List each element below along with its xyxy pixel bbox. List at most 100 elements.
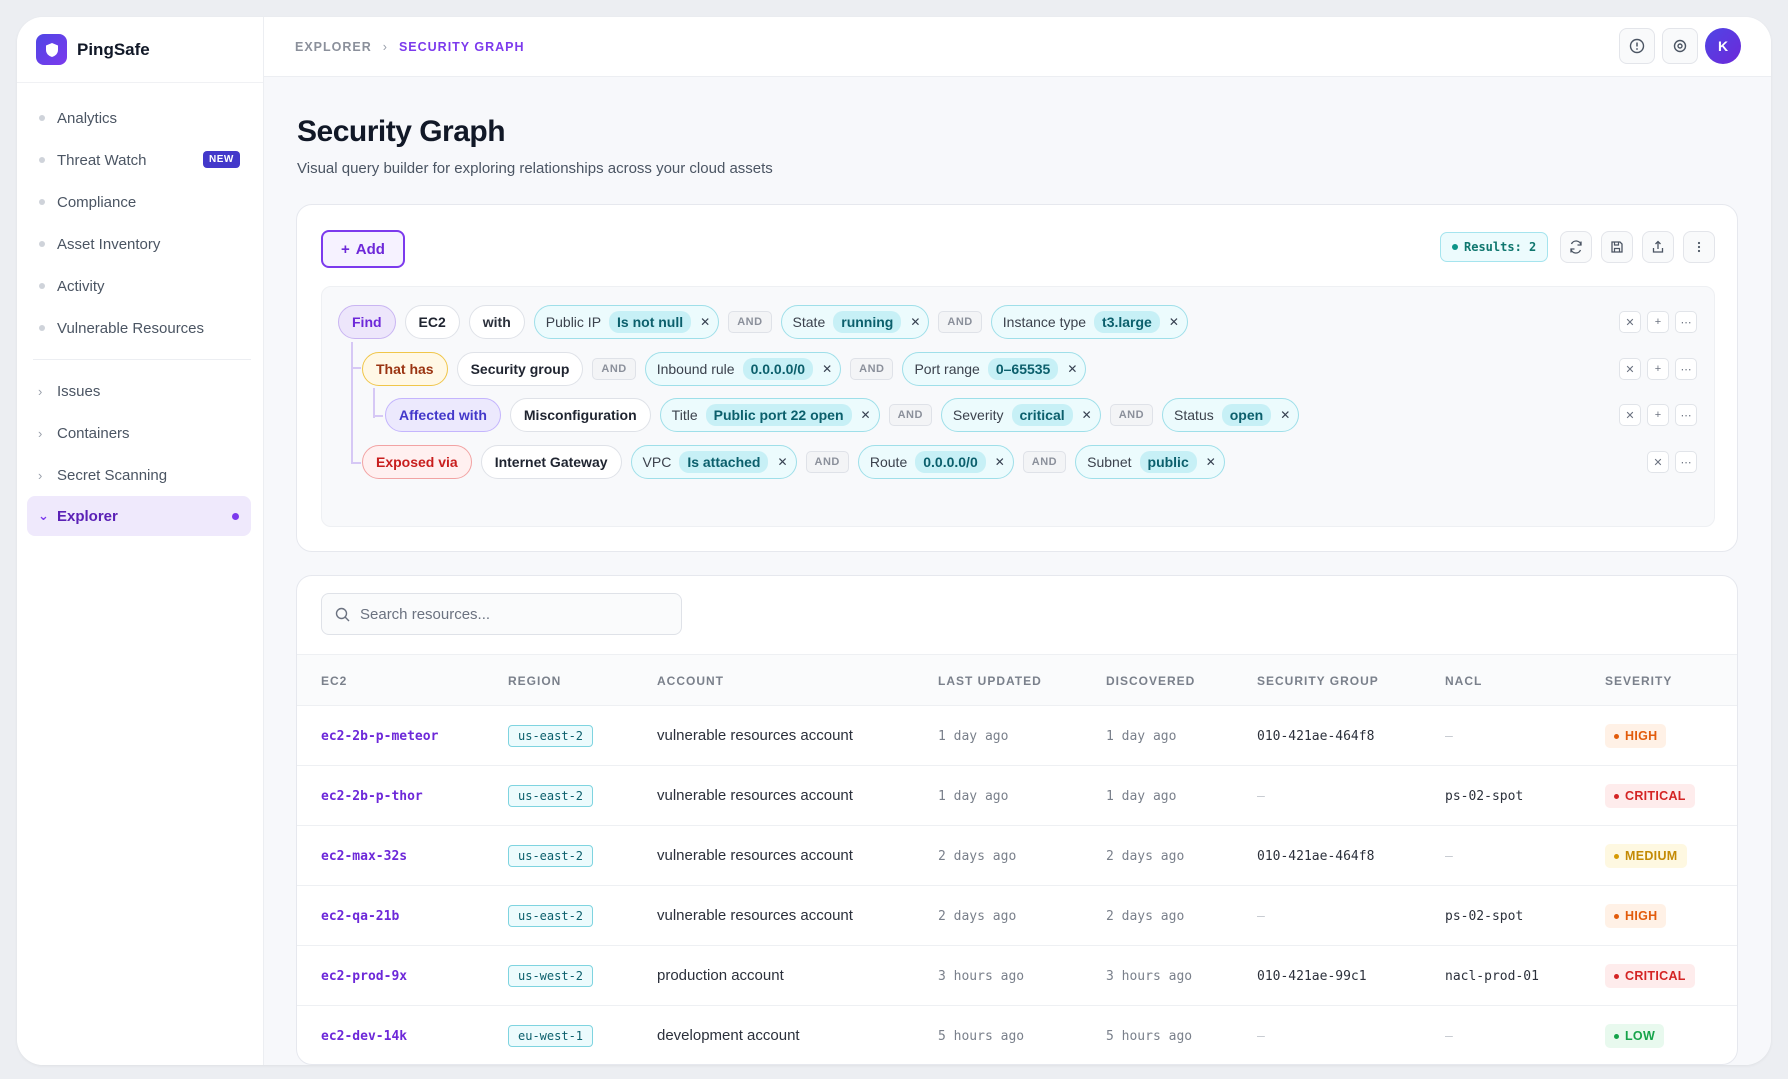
account-cell: development account — [657, 1027, 800, 1044]
sidebar-group-issues[interactable]: › Issues — [17, 370, 263, 412]
condition-chip[interactable]: VPC Is attached ✕ — [630, 445, 797, 479]
alert-button[interactable] — [1619, 28, 1655, 64]
column-header[interactable]: REGION — [508, 674, 562, 688]
close-icon[interactable]: ✕ — [1168, 315, 1179, 329]
row-more-button[interactable]: ⋯ — [1675, 358, 1697, 380]
condition-chip[interactable]: Route 0.0.0.0/0 ✕ — [857, 445, 1014, 479]
condition-chip[interactable]: Inbound rule 0.0.0.0/0 ✕ — [644, 352, 842, 386]
sidebar-item-asset-inventory[interactable]: Asset Inventory — [17, 223, 263, 265]
export-button[interactable] — [1642, 231, 1674, 263]
region-tag: us-east-2 — [508, 785, 594, 807]
relation-affected-with[interactable]: Affected with — [385, 398, 501, 432]
sidebar-group-explorer[interactable]: ⌄ Explorer — [27, 496, 251, 536]
relation-find[interactable]: Find — [338, 305, 396, 339]
and-operator[interactable]: AND — [850, 358, 894, 380]
sidebar-item-compliance[interactable]: Compliance — [17, 181, 263, 223]
entity-selector[interactable]: Misconfiguration — [509, 398, 651, 432]
resource-link[interactable]: ec2-2b-p-thor — [321, 789, 423, 804]
table-row[interactable]: ec2-2b-p-meteor us-east-2 vulnerable resou… — [297, 706, 1737, 766]
close-icon[interactable]: ✕ — [1205, 455, 1216, 469]
column-header[interactable]: NACL — [1445, 674, 1483, 688]
close-icon[interactable]: ✕ — [822, 362, 833, 376]
condition-chip[interactable]: Subnet public ✕ — [1075, 445, 1225, 479]
condition-chip[interactable]: Instance type t3.large ✕ — [990, 305, 1188, 339]
remove-row-button[interactable]: ✕ — [1619, 404, 1641, 426]
save-button[interactable] — [1601, 231, 1633, 263]
resource-link[interactable]: ec2-2b-p-meteor — [321, 729, 439, 744]
add-row-button[interactable]: + — [1647, 404, 1669, 426]
close-icon[interactable]: ✕ — [860, 408, 871, 422]
and-operator[interactable]: AND — [1022, 451, 1067, 473]
relation-that-has[interactable]: That has — [362, 352, 448, 386]
entity-selector[interactable]: Security group — [456, 352, 584, 386]
column-header[interactable]: EC2 — [321, 674, 348, 688]
table-row[interactable]: ec2-dev-14k eu-west-1 development account 5… — [297, 1006, 1737, 1064]
sidebar-item-activity[interactable]: Activity — [17, 265, 263, 307]
entity-selector[interactable]: EC2 — [404, 305, 460, 339]
avatar[interactable]: K — [1705, 28, 1741, 64]
entity-selector[interactable]: Internet Gateway — [480, 445, 622, 479]
column-header[interactable]: SECURITY GROUP — [1257, 674, 1379, 688]
close-icon[interactable]: ✕ — [777, 455, 788, 469]
column-header[interactable]: DISCOVERED — [1106, 674, 1196, 688]
condition-chip[interactable]: Status open ✕ — [1162, 398, 1300, 432]
resource-link[interactable]: ec2-dev-14k — [321, 1029, 408, 1044]
column-header[interactable]: LAST UPDATED — [938, 674, 1042, 688]
last-updated-cell: 1 day ago — [938, 729, 1009, 744]
row-more-button[interactable]: ⋯ — [1675, 404, 1697, 426]
security-group-cell: — — [1257, 1029, 1265, 1044]
breadcrumb-root[interactable]: EXPLORER — [295, 39, 372, 54]
close-icon[interactable]: ✕ — [700, 315, 711, 329]
condition-chip[interactable]: State running ✕ — [780, 305, 930, 339]
close-icon[interactable]: ✕ — [1067, 362, 1078, 376]
condition-chip[interactable]: Public IP Is not null ✕ — [533, 305, 720, 339]
condition-chip[interactable]: Port range 0–65535 ✕ — [902, 352, 1087, 386]
condition-chip[interactable]: Severity critical ✕ — [940, 398, 1101, 432]
row-more-button[interactable]: ⋯ — [1675, 311, 1697, 333]
and-operator[interactable]: AND — [592, 358, 636, 380]
sidebar-group-secret-scanning[interactable]: › Secret Scanning — [17, 454, 263, 496]
and-operator[interactable]: AND — [888, 404, 932, 426]
and-operator[interactable]: AND — [805, 451, 849, 473]
brand[interactable]: PingSafe — [17, 17, 263, 83]
sidebar-item-threat-watch[interactable]: Threat Watch NEW — [17, 139, 263, 181]
and-operator[interactable]: AND — [1109, 404, 1154, 426]
search-input[interactable] — [360, 605, 660, 623]
and-operator[interactable]: AND — [938, 311, 982, 333]
sidebar-divider — [33, 359, 251, 360]
table-row[interactable]: ec2-prod-9x us-west-2 production account 3 … — [297, 946, 1737, 1006]
table-row[interactable]: ec2-qa-21b us-east-2 vulnerable resources … — [297, 886, 1737, 946]
bullet-icon — [39, 157, 45, 163]
resource-link[interactable]: ec2-qa-21b — [321, 909, 400, 924]
query-actions — [1560, 231, 1715, 263]
alert-icon — [1629, 38, 1645, 54]
row-more-button[interactable]: ⋯ — [1675, 451, 1697, 473]
close-icon[interactable]: ✕ — [910, 315, 921, 329]
more-button[interactable] — [1683, 231, 1715, 263]
column-header[interactable]: SEVERITY — [1605, 674, 1673, 688]
chevron-right-icon: › — [38, 467, 43, 483]
sidebar-group-containers[interactable]: › Containers — [17, 412, 263, 454]
settings-button[interactable] — [1662, 28, 1698, 64]
table-row[interactable]: ec2-max-32s us-east-2 vulnerable resources… — [297, 826, 1737, 886]
add-row-button[interactable]: + — [1647, 358, 1669, 380]
condition-chip[interactable]: Title Public port 22 open ✕ — [659, 398, 880, 432]
remove-row-button[interactable]: ✕ — [1619, 358, 1641, 380]
relation-exposed-via[interactable]: Exposed via — [362, 445, 472, 479]
add-button[interactable]: + Add — [321, 230, 405, 268]
resource-link[interactable]: ec2-max-32s — [321, 849, 408, 864]
remove-row-button[interactable]: ✕ — [1647, 451, 1669, 473]
close-icon[interactable]: ✕ — [994, 455, 1005, 469]
sidebar-item-vulnerable-resources[interactable]: Vulnerable Resources — [17, 307, 263, 349]
close-icon[interactable]: ✕ — [1280, 408, 1291, 422]
sidebar-item-analytics[interactable]: Analytics — [17, 97, 263, 139]
close-icon[interactable]: ✕ — [1081, 408, 1092, 422]
table-row[interactable]: ec2-2b-p-thor us-east-2 vulnerable resourc… — [297, 766, 1737, 826]
connector-with[interactable]: with — [468, 305, 525, 339]
remove-row-button[interactable]: ✕ — [1619, 311, 1641, 333]
resource-link[interactable]: ec2-prod-9x — [321, 969, 408, 984]
column-header[interactable]: ACCOUNT — [657, 674, 724, 688]
add-row-button[interactable]: + — [1647, 311, 1669, 333]
and-operator[interactable]: AND — [728, 311, 772, 333]
refresh-button[interactable] — [1560, 231, 1592, 263]
